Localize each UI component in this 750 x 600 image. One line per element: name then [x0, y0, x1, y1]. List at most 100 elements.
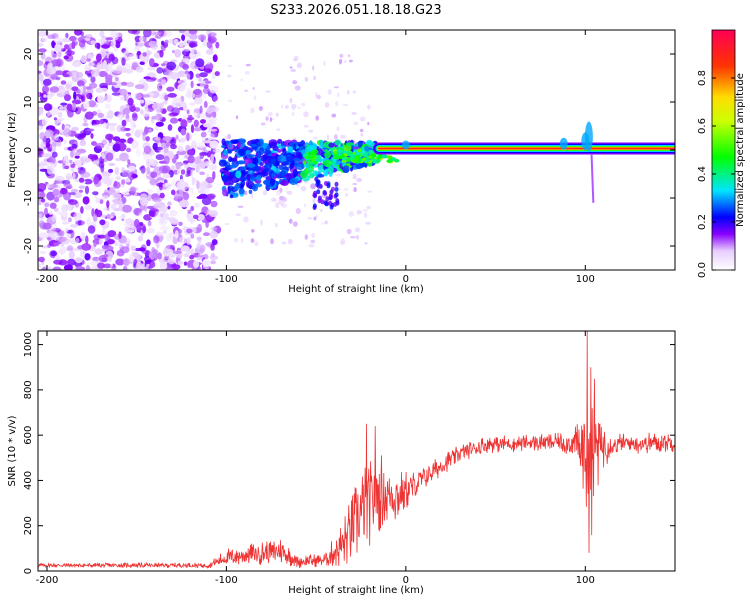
transition-blob [270, 178, 276, 186]
noise-blob [121, 169, 132, 178]
noise-blob [178, 145, 184, 152]
transition-blob [228, 141, 232, 149]
sparse-blob [292, 106, 295, 111]
noise-blob [74, 30, 83, 36]
transition-blob [316, 174, 325, 178]
noise-blob [185, 173, 190, 177]
sparse-blob [227, 65, 233, 67]
sparse-blob [289, 66, 293, 69]
noise-blob [97, 234, 107, 239]
transition-blob [265, 176, 273, 181]
transition-blob [260, 139, 264, 147]
noise-blob [44, 115, 49, 123]
noise-blob [158, 165, 168, 174]
sparse-blob [343, 59, 347, 64]
noise-blob [97, 262, 105, 269]
noise-blob [195, 51, 202, 57]
transition-blob [222, 188, 228, 197]
noise-blob [199, 171, 206, 176]
x-tick-label: 100 [576, 575, 595, 586]
colorbar-ticks: 0.0 0.2 0.4 0.6 0.8 [697, 70, 735, 278]
noise-blob [47, 236, 52, 241]
noise-blob [120, 81, 128, 86]
noise-blob [150, 171, 158, 179]
noise-blob [57, 160, 64, 164]
noise-blob [163, 155, 170, 165]
sparse-blob [367, 104, 371, 110]
noise-blob [158, 93, 164, 100]
snr-frame [37, 330, 676, 572]
sparse-blob [321, 222, 324, 225]
noise-blob [80, 95, 85, 101]
noise-blob [71, 41, 76, 49]
noise-blob [95, 142, 105, 149]
noise-blob [77, 80, 85, 87]
noise-blob [75, 266, 85, 270]
sparse-blob [356, 234, 360, 240]
noise-blob [85, 86, 92, 90]
x-tick-label: 0 [403, 274, 409, 285]
sparse-blob [303, 124, 309, 128]
tail-blob [312, 205, 317, 210]
x-tick-label: -200 [36, 274, 59, 285]
sparse-blob [303, 203, 307, 208]
noise-blob [129, 254, 133, 262]
noise-blob [38, 147, 43, 156]
sparse-blob [364, 242, 368, 245]
sparse-blob [362, 209, 368, 212]
noise-blob [130, 125, 135, 135]
transition-blob [228, 156, 233, 163]
tail-blob [328, 193, 333, 199]
noise-blob [103, 60, 107, 69]
noise-blob [206, 107, 213, 114]
noise-blob [202, 160, 212, 164]
noise-blob [147, 66, 156, 71]
x-tick-label: -200 [36, 575, 59, 586]
noise-blob [66, 258, 76, 266]
noise-blob [198, 34, 207, 41]
noise-blob [186, 149, 195, 156]
noise-blob [197, 252, 204, 260]
noise-blob [121, 119, 127, 127]
noise-blob [203, 68, 213, 73]
transition-blob [272, 168, 280, 172]
noise-blob [125, 177, 131, 183]
noise-blob [109, 186, 115, 193]
transition-blob [245, 149, 251, 155]
noise-blob [117, 142, 127, 152]
sparse-blob [245, 63, 251, 67]
sparse-blob [360, 116, 366, 122]
transition-blob [268, 156, 277, 165]
noise-blob [42, 85, 49, 94]
transition-blob [295, 164, 305, 171]
transition-core [376, 155, 382, 160]
noise-blob [169, 232, 174, 239]
sparse-blob [344, 187, 349, 191]
noise-blob [129, 105, 136, 112]
transition-blob [308, 174, 315, 179]
noise-blob [170, 138, 175, 143]
transition-blob [282, 166, 290, 170]
noise-blob [195, 164, 200, 173]
noise-blob [98, 70, 108, 77]
noise-blob [55, 210, 64, 215]
noise-blob [177, 260, 183, 265]
noise-blob [177, 170, 181, 175]
noise-blob [68, 192, 76, 196]
noise-blob [82, 91, 88, 96]
colorbar: 0.0 0.2 0.4 0.6 0.8 Normalized spectral ampl… [697, 29, 746, 278]
noise-blob [126, 147, 132, 153]
tail-blob [334, 181, 339, 187]
noise-blob [48, 210, 53, 216]
noise-blob [80, 231, 87, 241]
transition-blob [345, 142, 354, 147]
noise-blob [39, 132, 46, 140]
transition-blob [316, 154, 320, 162]
noise-blob [42, 153, 52, 158]
transition-blob [235, 170, 242, 179]
noise-blob [167, 258, 176, 265]
noise-blob [186, 132, 190, 142]
noise-blob [50, 73, 58, 80]
transition-blob [334, 139, 342, 146]
noise-blob [210, 131, 218, 138]
